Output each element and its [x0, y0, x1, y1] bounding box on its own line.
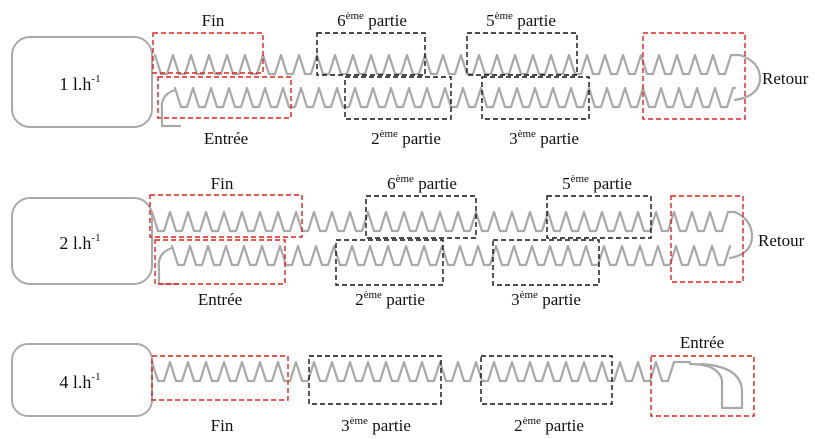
box-retour-2 — [670, 195, 744, 283]
inlet-hook-2 — [157, 246, 180, 286]
label-p2-3: 2ème partie — [514, 415, 584, 435]
label-fin-1: Fin — [202, 11, 225, 30]
label-entree-3: Entrée — [680, 333, 724, 352]
box-p3-3 — [308, 355, 442, 405]
box-p3-2 — [492, 239, 600, 286]
channel-top-row-2 — [150, 210, 737, 233]
flow-rate-label-3: 4 l.h-1 — [59, 371, 100, 392]
label-p5-1: 5ème partie — [486, 10, 556, 30]
label-retour-2: Retour — [758, 231, 805, 250]
channel-top-row-1 — [153, 53, 742, 76]
label-entree-1: Entrée — [204, 129, 248, 148]
flow-rate-label-2: 2 l.h-1 — [59, 232, 100, 253]
box-p3-1 — [481, 76, 590, 120]
box-fin-2 — [149, 194, 303, 238]
box-p6-1 — [316, 32, 426, 76]
box-p2-2 — [335, 239, 444, 286]
box-p5-1 — [466, 32, 578, 76]
label-p2-2: 2ème partie — [355, 289, 425, 309]
outlet-hook-3 — [688, 362, 744, 410]
channel-bottom-row-2 — [170, 244, 732, 267]
return-bend-1 — [733, 53, 762, 102]
flow-rate-label-1: 1 l.h-1 — [59, 73, 100, 94]
box-p6-2 — [365, 195, 477, 239]
inlet-hook-1 — [160, 88, 182, 128]
channel-row-3 — [150, 360, 692, 383]
panel-3: 4 l.h-1 Entrée Fin 3ème partie 2ème part… — [11, 333, 755, 435]
box-p5-2 — [546, 195, 652, 239]
box-p2-3 — [480, 355, 613, 405]
flow-rate-box-2 — [11, 197, 153, 285]
label-fin-2: Fin — [211, 174, 234, 193]
flow-rate-box-1 — [11, 36, 153, 128]
panel-2: 2 l.h-1 Fin 6ème partie 5ème partie Entr… — [11, 173, 805, 309]
label-p6-2: 6ème partie — [387, 173, 457, 193]
box-p2-1 — [344, 76, 452, 120]
return-bend-2 — [728, 210, 754, 260]
panel-1: 1 l.h-1 Fin 6ème partie 5ème partie Entr… — [11, 10, 809, 148]
label-p3-2: 3ème partie — [511, 289, 581, 309]
label-p3-3: 3ème partie — [341, 415, 411, 435]
label-p6-1: 6ème partie — [337, 10, 407, 30]
box-fin-3 — [151, 355, 289, 401]
box-fin-1 — [152, 32, 264, 74]
label-p2-1: 2ème partie — [371, 128, 441, 148]
box-entree-2 — [154, 239, 286, 285]
label-p3-1: 3ème partie — [509, 128, 579, 148]
box-entree-3 — [650, 355, 755, 417]
box-retour-1 — [642, 32, 746, 120]
box-entree-1 — [157, 76, 292, 119]
label-fin-3: Fin — [211, 416, 234, 435]
label-retour-1: Retour — [762, 69, 809, 88]
label-entree-2: Entrée — [198, 290, 242, 309]
channel-bottom-row-1 — [173, 86, 737, 109]
label-p5-2: 5ème partie — [562, 173, 632, 193]
